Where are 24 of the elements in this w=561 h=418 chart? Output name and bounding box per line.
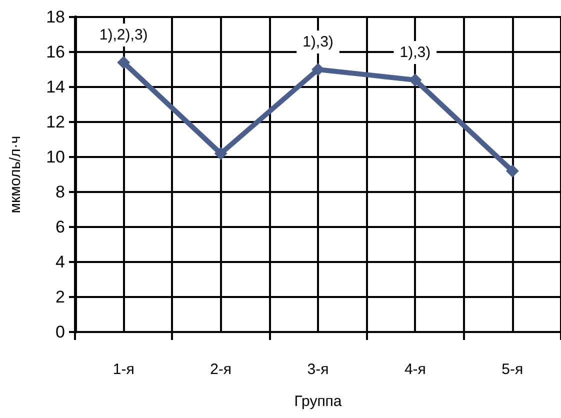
annotation: 1),3) [400,44,431,61]
annotation: 1),2),3) [99,26,148,44]
x-tick-label: 4-я [404,361,426,378]
annotation: 1),3) [302,34,334,50]
point [117,56,130,69]
y-tick-label: 14 [46,78,65,96]
y-tick-label: 2 [56,288,65,306]
point [506,164,519,178]
x-axis-title: Группа [294,393,342,410]
y-tick-label: 10 [46,148,65,166]
x-tick-label: 2-я [210,361,232,378]
x-tick-label: 3-я [307,361,329,378]
y-tick-label: 18 [46,8,65,26]
y-tick-label: 0 [56,322,65,342]
y-tick-label: 16 [46,42,65,62]
y-tick-label: 6 [56,218,65,236]
y-tick-label: 8 [56,182,65,202]
x-tick-label: 1-я [112,361,134,378]
y-tick-label: 4 [56,252,65,272]
y-tick-label: 12 [46,112,65,132]
point [214,147,228,160]
x-tick-label: 5-я [502,361,524,378]
y-axis-title: мкмоль/л·ч [7,136,24,214]
point [408,74,422,86]
